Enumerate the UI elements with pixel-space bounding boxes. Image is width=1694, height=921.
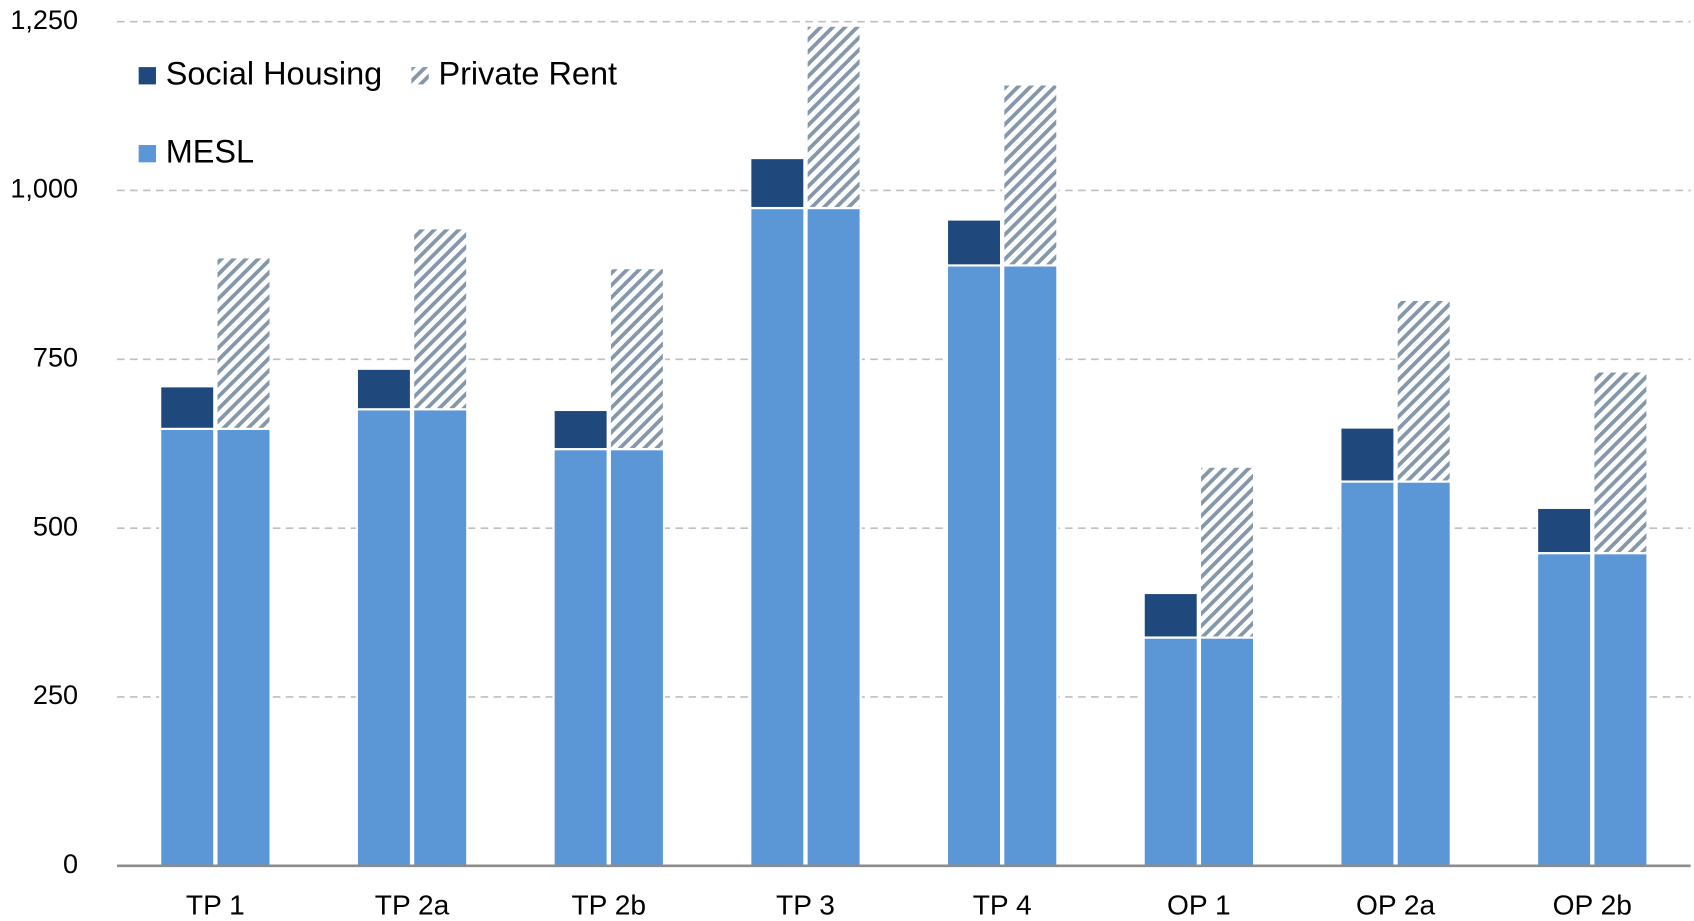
bar-segment — [215, 427, 272, 867]
bar-segment — [552, 408, 609, 451]
bar-segment — [1142, 591, 1199, 639]
legend-swatch — [138, 145, 156, 163]
y-tick-label: 1,250 — [10, 5, 78, 35]
y-tick-label: 500 — [33, 511, 78, 541]
bar-segment — [552, 448, 609, 867]
bar-segment — [355, 367, 413, 411]
bar-segment — [608, 448, 666, 867]
y-tick-label: 0 — [63, 849, 78, 879]
bar-segment — [1002, 264, 1059, 867]
bar-segment — [1535, 506, 1593, 555]
bar-segment — [749, 206, 806, 867]
bar-segment — [1198, 636, 1256, 867]
bar-segment — [1142, 636, 1199, 867]
bar-segment — [412, 408, 469, 867]
x-tick-label: TP 2a — [375, 889, 450, 920]
bar-segment — [1592, 370, 1649, 555]
bar-segment — [1002, 83, 1059, 267]
x-tick-label: OP 2a — [1356, 889, 1436, 920]
bar-segment — [1339, 426, 1396, 483]
bar-segment — [159, 427, 216, 867]
bar-segment — [1395, 298, 1452, 483]
y-tick-label: 250 — [33, 680, 78, 710]
bar-segment — [608, 267, 666, 451]
bar-segment — [412, 227, 469, 411]
bar-segment — [1592, 552, 1649, 867]
bar-segment — [945, 218, 1003, 267]
x-tick-label: TP 3 — [776, 889, 835, 920]
legend-label: Social Housing — [166, 55, 382, 91]
legend-swatch — [411, 67, 429, 85]
x-tick-label: TP 2b — [572, 889, 647, 920]
bar-segment — [1535, 552, 1593, 867]
bar-segment — [355, 408, 413, 867]
bar-segment — [215, 256, 272, 430]
x-tick-label: TP 4 — [973, 889, 1032, 920]
bar-segment — [749, 156, 806, 210]
bar-segment — [1339, 480, 1396, 867]
bar-segment — [1395, 480, 1452, 867]
x-tick-label: OP 1 — [1167, 889, 1231, 920]
legend-label: Private Rent — [438, 55, 617, 91]
bar-segment — [159, 385, 216, 430]
bar-segment — [1198, 465, 1256, 639]
legend-swatch — [138, 67, 156, 85]
x-tick-label: TP 1 — [186, 889, 245, 920]
bar-segment — [805, 24, 862, 210]
bar-segment — [805, 206, 862, 867]
x-tick-label: OP 2b — [1553, 889, 1632, 920]
y-tick-label: 1,000 — [10, 174, 78, 204]
bar-segment — [945, 264, 1003, 867]
legend-label: MESL — [166, 133, 254, 169]
y-tick-label: 750 — [33, 342, 78, 372]
